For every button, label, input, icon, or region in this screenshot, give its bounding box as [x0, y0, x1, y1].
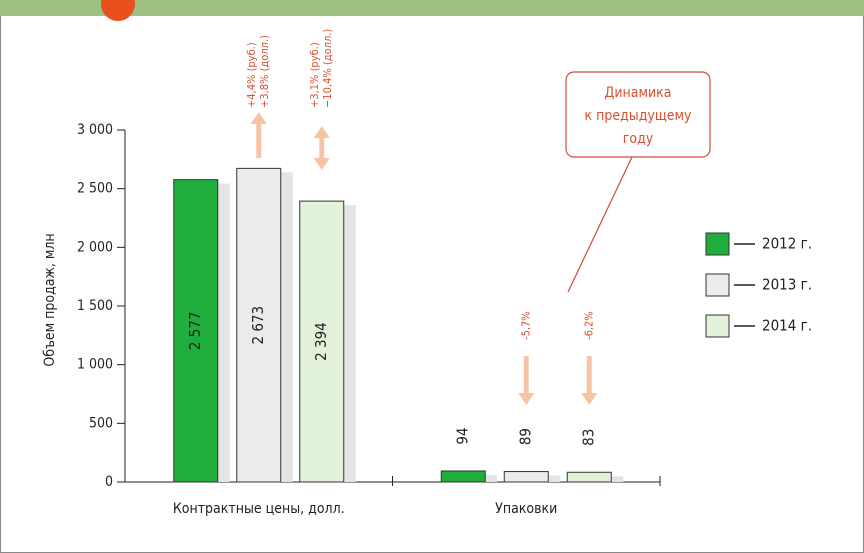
legend-label: 2012 г. [762, 235, 812, 253]
value-label: 94 [454, 427, 472, 444]
y-tick-label: 3 000 [77, 122, 113, 138]
change-label: -6,2% [582, 311, 595, 340]
legend-label: 2013 г. [762, 276, 812, 294]
y-tick-label: 2 500 [77, 181, 113, 197]
bar [503, 471, 549, 483]
callout-text: Динамика [605, 85, 672, 101]
y-tick-label: 1 500 [77, 298, 113, 314]
callout-text: к предыдущему [585, 108, 693, 124]
arrow-head [518, 393, 535, 405]
value-label: 89 [517, 428, 535, 445]
x-tick-label: Упаковки [495, 501, 557, 517]
value-label: 2 577 [186, 312, 204, 351]
legend-swatch [705, 314, 730, 338]
change-label: −10,4% (долл.) [321, 29, 334, 108]
legend-swatch [705, 273, 730, 297]
value-label: 2 394 [312, 322, 330, 361]
change-label: +3,8% (долл.) [258, 35, 271, 108]
legend-label: 2014 г. [762, 317, 812, 335]
value-label: 83 [580, 429, 598, 446]
arrow-head [581, 393, 598, 405]
arrow-head [313, 158, 330, 170]
callout-pointer [567, 156, 633, 293]
change-label: +3,1% (руб.) [308, 42, 321, 108]
header-band [0, 0, 864, 16]
x-tick-label: Контрактные цены, долл. [173, 501, 345, 517]
bar [440, 470, 486, 483]
bar [299, 200, 345, 483]
bar [566, 471, 612, 483]
y-tick-label: 2 000 [77, 239, 113, 255]
callout-text: году [623, 131, 654, 147]
value-label: 2 673 [249, 306, 267, 345]
arrow-head [313, 126, 330, 138]
header-icon [101, 0, 135, 21]
legend-swatch [705, 232, 730, 256]
change-label: +4,4% (руб.) [245, 42, 258, 108]
callout-box [565, 71, 711, 158]
change-label: -5,7% [519, 311, 532, 340]
bar [236, 167, 282, 483]
bar [173, 179, 219, 483]
y-axis-label: Объем продаж, млн [42, 233, 58, 366]
arrow-head [250, 112, 267, 124]
y-tick-label: 500 [89, 415, 113, 431]
y-tick-label: 1 000 [77, 357, 113, 373]
y-tick-label: 0 [105, 474, 113, 490]
